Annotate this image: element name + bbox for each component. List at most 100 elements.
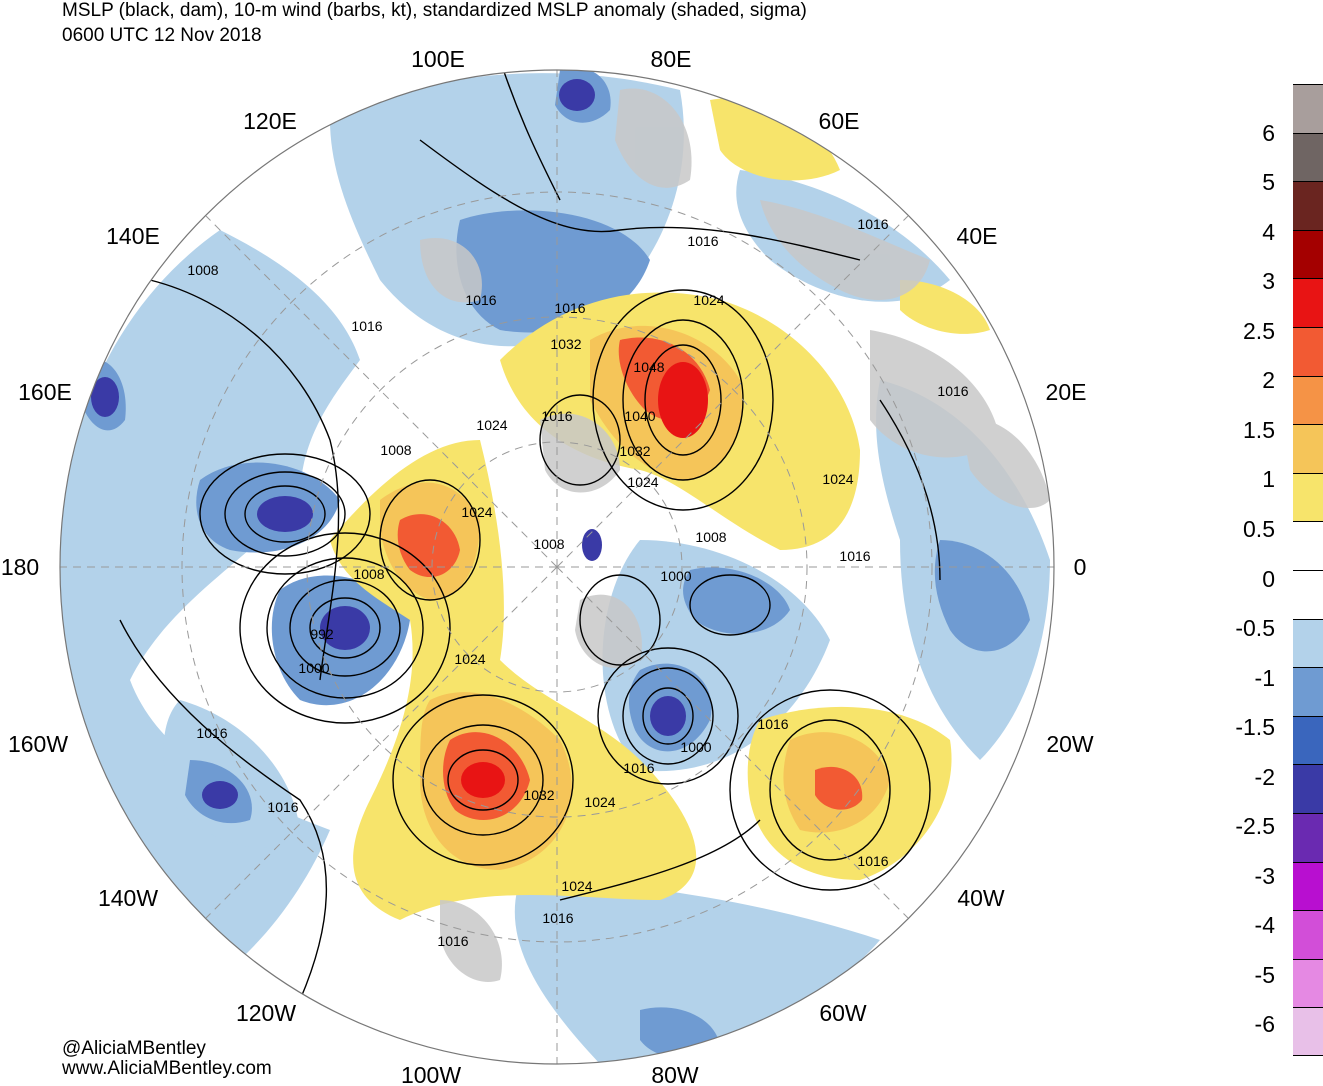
isobar-label: 1016: [839, 548, 870, 564]
anomaly-deep-blue: [91, 79, 686, 809]
colorbar-swatch: [1293, 715, 1323, 765]
map-valid-time: 0600 UTC 12 Nov 2018: [62, 25, 262, 46]
credit-website: www.AliciaMBentley.com: [62, 1058, 272, 1079]
lon-label-100w: 100W: [401, 1062, 461, 1086]
colorbar-label: -2: [1254, 763, 1275, 790]
isobar-label: 1016: [554, 300, 585, 316]
isobar-label: 1032: [619, 443, 650, 459]
lon-label-140w: 140W: [98, 885, 158, 911]
isobar-label: 1016: [541, 408, 572, 424]
colorbar-label: -0.5: [1235, 615, 1275, 642]
map-disc: [60, 70, 1054, 1064]
colorbar-swatch: [1293, 84, 1323, 133]
isobar-label: 1016: [351, 318, 382, 334]
isobar-label: 1024: [584, 794, 615, 810]
lon-label-100e: 100E: [411, 46, 465, 72]
colorbar-swatch: [1293, 326, 1323, 376]
colorbar: [1293, 84, 1323, 1056]
isobar-label: 1016: [757, 716, 788, 732]
lon-label-80w: 80W: [651, 1062, 699, 1086]
isobar-label: 1016: [623, 760, 654, 776]
colorbar-label: 2: [1262, 367, 1275, 394]
colorbar-label: 0: [1262, 565, 1275, 592]
isobar-label: 1016: [267, 799, 298, 815]
polar-stereographic-map: 1008 1016 1016 1016 1016 1024 1016 1032 …: [1, 46, 1094, 1086]
lon-label-180: 180: [1, 554, 39, 580]
isobar-label: 1032: [550, 336, 581, 352]
isobar-label: 1016: [857, 216, 888, 232]
isobar-label: 1024: [561, 878, 592, 894]
colorbar-swatch: [1293, 910, 1323, 959]
lon-label-80e: 80E: [651, 46, 692, 72]
isobar-label: 1024: [627, 474, 658, 490]
colorbar-label: -1: [1254, 664, 1275, 691]
isobar-label: 1000: [298, 660, 329, 676]
land-masses: [420, 88, 1050, 982]
anomaly-red: [461, 362, 708, 798]
colorbar-swatch: [1293, 1007, 1323, 1056]
colorbar-swatch: [1293, 812, 1323, 862]
lon-label-60w: 60W: [819, 1000, 867, 1026]
lon-label-120w: 120W: [236, 1000, 296, 1026]
colorbar-swatch: [1293, 278, 1323, 327]
colorbar-label: -3: [1254, 862, 1275, 889]
colorbar-label: 1: [1262, 466, 1275, 493]
colorbar-label: 4: [1262, 218, 1275, 245]
isobar-label: 1040: [624, 408, 655, 424]
isobar-label: 1008: [695, 529, 726, 545]
colorbar-label: -5: [1254, 961, 1275, 988]
colorbar-label: -4: [1254, 912, 1275, 939]
colorbar-label: 6: [1262, 119, 1275, 146]
lon-label-20e: 20E: [1046, 379, 1087, 405]
colorbar-swatch: [1293, 375, 1323, 425]
colorbar-swatch: [1293, 181, 1323, 230]
colorbar-label: 1.5: [1243, 416, 1275, 443]
lon-label-60e: 60E: [819, 108, 860, 134]
colorbar-label: -2.5: [1235, 813, 1275, 840]
lon-label-160e: 160E: [18, 379, 72, 405]
map-boundary: [59, 69, 1055, 1065]
isobar-label: 1024: [822, 471, 853, 487]
colorbar-swatch: [1293, 618, 1323, 668]
colorbar-swatch: [1293, 667, 1323, 716]
longitude-labels: 100E 80E 120E 60E 140E 40E 160E 20E 180 …: [1, 46, 1094, 1086]
graticule: [60, 70, 1054, 1064]
colorbar-label: -1.5: [1235, 714, 1275, 741]
lon-label-40e: 40E: [957, 223, 998, 249]
isobar-label: 1032: [523, 787, 554, 803]
colorbar-swatch: [1293, 861, 1323, 911]
map-title: MSLP (black, dam), 10-m wind (barbs, kt)…: [62, 0, 807, 21]
lon-label-40w: 40W: [957, 885, 1005, 911]
colorbar-label: 0.5: [1243, 515, 1275, 542]
isobar-label: 1008: [533, 536, 564, 552]
isobar-label: 1024: [454, 651, 485, 667]
isobar-label: 1016: [857, 853, 888, 869]
isobars: [119, 70, 941, 1001]
colorbar-swatch: [1293, 424, 1323, 473]
isobar-label: 1016: [687, 233, 718, 249]
isobar-label: 1016: [542, 910, 573, 926]
isobar-label: 1024: [476, 417, 507, 433]
colorbar-swatch: [1293, 569, 1323, 619]
lon-label-20w: 20W: [1046, 731, 1094, 757]
colorbar-swatch: [1293, 521, 1323, 570]
lon-label-140e: 140E: [106, 223, 160, 249]
lon-label-160w: 160W: [8, 731, 68, 757]
colorbar-label: 3: [1262, 268, 1275, 295]
colorbar-swatch: [1293, 764, 1323, 813]
isobar-label: 1000: [680, 739, 711, 755]
colorbar-swatch: [1293, 958, 1323, 1008]
isobar-label: 1008: [380, 442, 411, 458]
isobar-label: 1048: [633, 359, 664, 375]
isobar-label: 1016: [465, 292, 496, 308]
colorbar-label: 5: [1262, 169, 1275, 196]
isobar-label: 1008: [187, 262, 218, 278]
isobar-label: 1016: [437, 933, 468, 949]
colorbar-swatch: [1293, 472, 1323, 522]
isobar-label: 1016: [937, 383, 968, 399]
isobar-labels: 1008 1016 1016 1016 1016 1024 1016 1032 …: [187, 216, 968, 949]
isobar-label: 1024: [461, 504, 492, 520]
colorbar-swatch: [1293, 132, 1323, 182]
isobar-label: 1016: [196, 725, 227, 741]
colorbar-label: 2.5: [1243, 317, 1275, 344]
